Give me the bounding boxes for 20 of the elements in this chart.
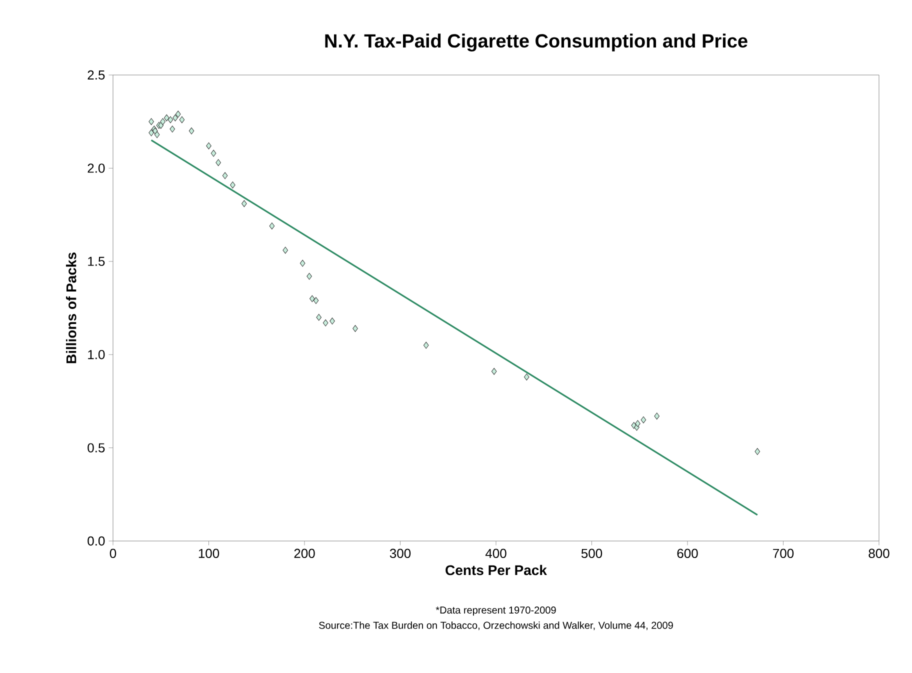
- x-tick-label: 300: [390, 548, 411, 558]
- x-tick-label: 0: [110, 548, 116, 558]
- x-tick-label: 700: [773, 548, 794, 558]
- text: *Data represent 1970-2009: [436, 606, 556, 616]
- source-note: Source:The Tax Burden on Tobacco, Orzechowski and Walker, Volume 44, 2009: [319, 622, 673, 630]
- x-tick-label: 800: [868, 548, 890, 558]
- y-tick-label: 2.5: [88, 70, 105, 80]
- x-tick-label: 600: [677, 548, 698, 558]
- y-axis-title: Billions of Packs: [66, 252, 76, 364]
- x-axis-title: Cents Per Pack: [446, 564, 547, 576]
- x-tick-label: 200: [294, 548, 315, 558]
- y-tick-label: 0.5: [88, 443, 105, 452]
- y-tick-label: 1.0: [88, 350, 105, 360]
- y-tick-label: 2.0: [88, 164, 105, 173]
- chart-title: N.Y. Tax-Paid Cigarette Consumption and Price: [325, 34, 748, 52]
- y-tick-label: 1.5: [88, 256, 105, 266]
- y-tick-label: 0.0: [88, 536, 105, 546]
- x-tick-label: 100: [198, 548, 220, 558]
- x-tick-label: 400: [485, 548, 506, 558]
- x-tick-label: 500: [581, 548, 602, 558]
